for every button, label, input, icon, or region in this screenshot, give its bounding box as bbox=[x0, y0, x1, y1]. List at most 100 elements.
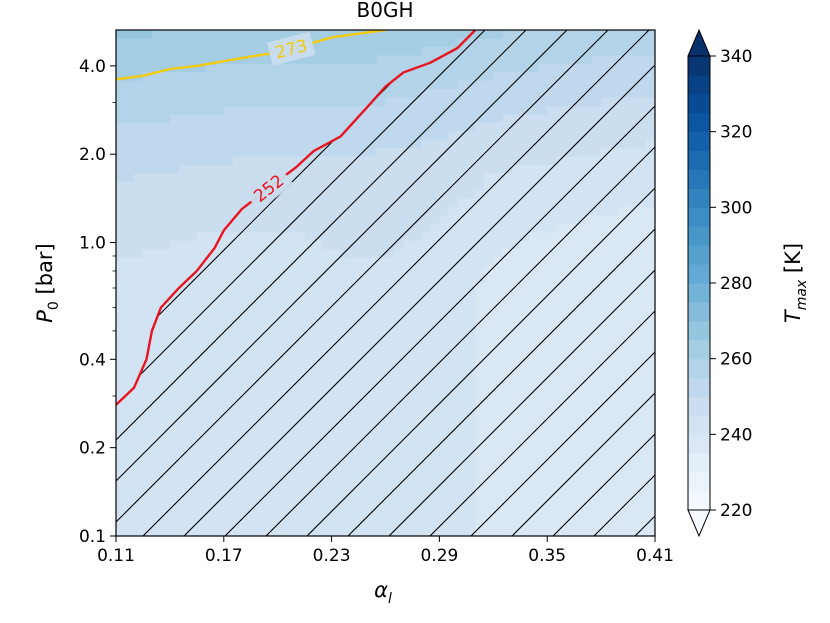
heat-cell bbox=[196, 493, 207, 503]
heat-cell bbox=[529, 30, 539, 40]
heat-cell bbox=[583, 198, 593, 208]
heat-cell bbox=[322, 122, 333, 132]
heat-cell bbox=[403, 460, 414, 470]
heat-cell bbox=[556, 510, 566, 520]
heat-cell bbox=[295, 232, 306, 242]
heat-cell bbox=[259, 308, 270, 318]
heat-cell bbox=[556, 181, 566, 191]
heat-cell bbox=[457, 164, 467, 174]
heat-cell bbox=[142, 249, 153, 259]
heat-cell bbox=[116, 215, 126, 225]
heat-cell bbox=[286, 257, 297, 267]
heat-cell bbox=[340, 485, 351, 495]
heat-cell bbox=[232, 485, 243, 495]
heat-cell bbox=[178, 38, 189, 48]
heat-cell bbox=[448, 257, 458, 267]
heat-cell bbox=[358, 367, 369, 377]
heat-cell bbox=[637, 426, 647, 436]
heat-cell bbox=[439, 164, 449, 174]
heat-cell bbox=[538, 207, 548, 217]
heat-cell bbox=[619, 164, 629, 174]
heat-cell bbox=[403, 232, 414, 242]
heat-cell bbox=[556, 131, 566, 141]
heat-cell bbox=[394, 527, 405, 536]
heat-cell bbox=[250, 156, 261, 166]
heat-cell bbox=[286, 417, 297, 427]
heat-cell bbox=[142, 266, 153, 276]
heat-cell bbox=[610, 476, 620, 486]
heat-cell bbox=[574, 89, 584, 99]
heat-cell bbox=[349, 190, 360, 200]
heat-cell bbox=[502, 443, 512, 453]
heat-cell bbox=[313, 105, 324, 115]
heat-cell bbox=[160, 89, 171, 99]
heat-cell bbox=[259, 114, 270, 124]
heat-cell bbox=[538, 325, 548, 335]
heat-cell bbox=[430, 89, 440, 99]
heat-cell bbox=[430, 63, 440, 73]
heat-cell bbox=[295, 274, 306, 284]
heat-cell bbox=[457, 223, 467, 233]
heat-cell bbox=[601, 417, 611, 427]
heat-cell bbox=[574, 198, 584, 208]
heat-cell bbox=[196, 291, 207, 301]
heat-cell bbox=[349, 232, 360, 242]
heat-cell bbox=[619, 308, 629, 318]
heat-cell bbox=[151, 232, 162, 242]
heat-cell bbox=[241, 325, 252, 335]
heat-cell bbox=[502, 409, 512, 419]
heat-cell bbox=[520, 89, 530, 99]
heat-cell bbox=[286, 207, 297, 217]
heat-cell bbox=[646, 434, 655, 444]
heat-cell bbox=[637, 274, 647, 284]
heat-cell bbox=[133, 519, 144, 529]
heat-cell bbox=[628, 392, 638, 402]
heat-cell bbox=[529, 375, 539, 385]
heat-cell bbox=[367, 476, 378, 486]
heat-cell bbox=[430, 105, 440, 115]
heat-cell bbox=[358, 510, 369, 520]
heat-cell bbox=[196, 30, 207, 40]
heat-cell bbox=[304, 392, 315, 402]
heat-cell bbox=[583, 105, 593, 115]
heat-cell bbox=[286, 350, 297, 360]
heat-cell bbox=[295, 257, 306, 267]
heat-cell bbox=[592, 156, 602, 166]
heat-cell bbox=[178, 122, 189, 132]
heat-cell bbox=[187, 299, 198, 309]
heat-cell bbox=[160, 367, 171, 377]
heat-cell bbox=[538, 249, 548, 259]
heat-cell bbox=[331, 274, 342, 284]
heat-cell bbox=[232, 443, 243, 453]
heat-cell bbox=[466, 181, 476, 191]
heat-cell bbox=[448, 358, 458, 368]
heat-cell bbox=[196, 249, 207, 259]
heat-cell bbox=[412, 38, 423, 48]
heat-cell bbox=[628, 308, 638, 318]
heat-cell bbox=[250, 417, 261, 427]
heat-cell bbox=[286, 283, 297, 293]
heat-cell bbox=[376, 232, 387, 242]
heat-cell bbox=[196, 460, 207, 470]
heat-cell bbox=[232, 89, 243, 99]
heat-cell bbox=[403, 114, 414, 124]
heat-cell bbox=[187, 283, 198, 293]
y-tick-label: 0.4 bbox=[79, 350, 106, 370]
heat-cell bbox=[322, 181, 333, 191]
heat-cell bbox=[178, 266, 189, 276]
heat-cell bbox=[340, 527, 351, 536]
heat-cell bbox=[520, 173, 530, 183]
heat-cell bbox=[592, 476, 602, 486]
heat-cell bbox=[116, 63, 126, 73]
heat-cell bbox=[116, 89, 126, 99]
heat-cell bbox=[574, 392, 584, 402]
heat-cell bbox=[592, 46, 602, 56]
heat-cell bbox=[565, 164, 575, 174]
heat-cell bbox=[340, 105, 351, 115]
heat-cell bbox=[529, 299, 539, 309]
heat-cell bbox=[151, 46, 162, 56]
heat-cell bbox=[385, 190, 396, 200]
heat-cell bbox=[340, 190, 351, 200]
heat-cell bbox=[250, 476, 261, 486]
heat-cell bbox=[250, 316, 261, 326]
